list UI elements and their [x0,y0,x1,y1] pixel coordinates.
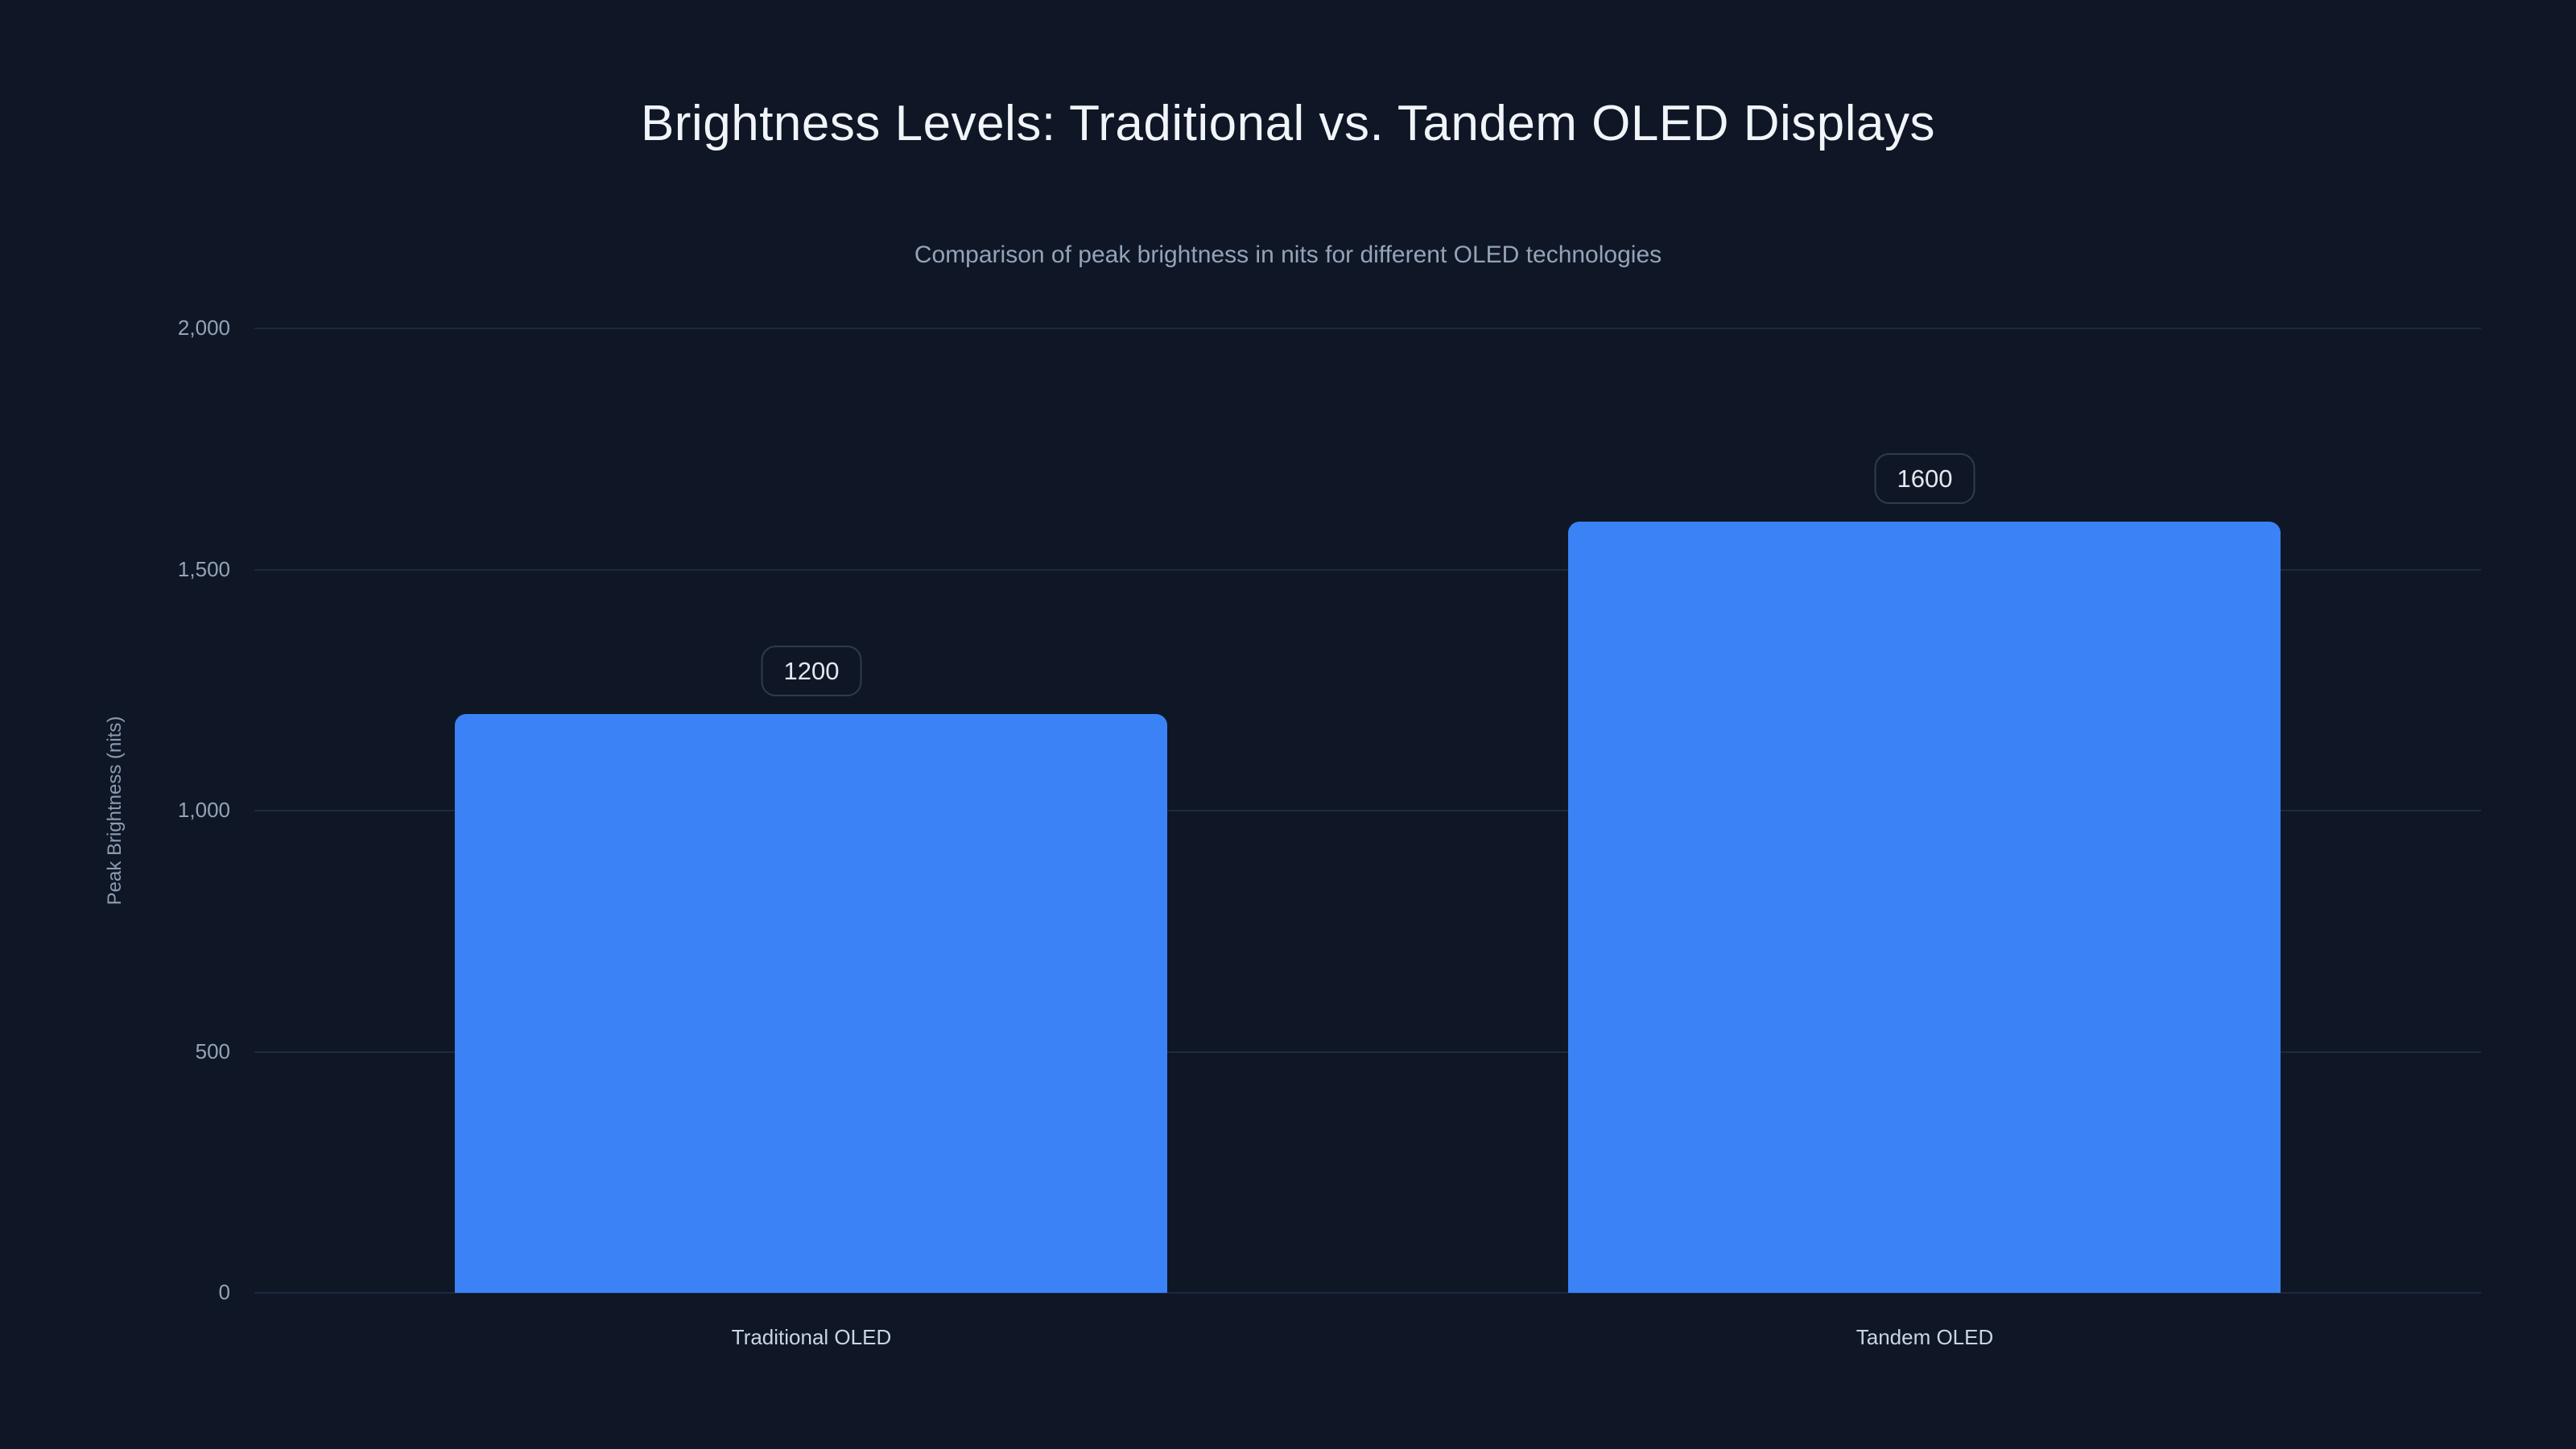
chart-subtitle: Comparison of peak brightness in nits fo… [914,242,1662,268]
x-tick-label-tandem-oled: Tandem OLED [1856,1325,1994,1349]
y-tick-label: 1,500 [177,556,230,581]
y-tick-label: 0 [218,1280,230,1304]
chart-title: Brightness Levels: Traditional vs. Tande… [640,96,1936,151]
bar-traditional-oled [455,714,1167,1293]
y-tick-label: 500 [195,1038,230,1063]
value-label-tandem-oled: 1600 [1874,453,1975,504]
y-gridline [254,810,2481,811]
bar-tandem-oled [1568,522,2281,1293]
y-tick-label: 2,000 [177,316,230,340]
y-gridline [254,328,2481,329]
y-gridline [254,568,2481,571]
y-gridline [254,1292,2481,1294]
y-axis-title: Peak Brightness (nits) [104,716,126,906]
y-gridline [254,1051,2481,1053]
y-tick-label: 1,000 [177,798,230,822]
value-label-traditional-oled: 1200 [761,646,862,696]
x-tick-label-traditional-oled: Traditional OLED [731,1325,892,1349]
